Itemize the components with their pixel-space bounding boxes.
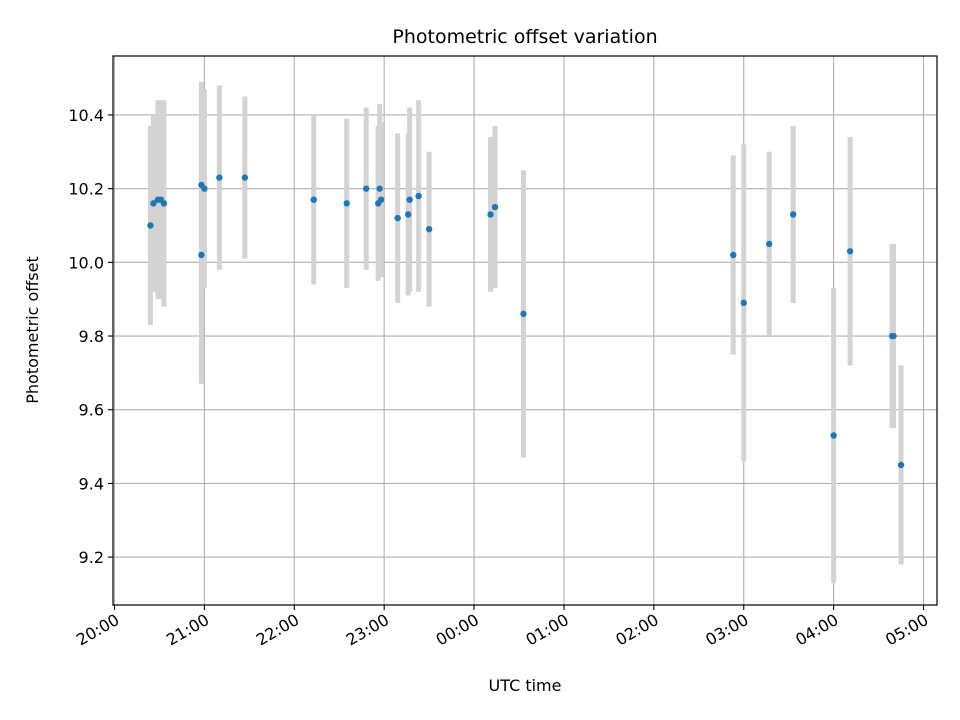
data-point — [487, 211, 494, 218]
data-point — [343, 200, 350, 207]
data-point — [730, 251, 737, 259]
data-point — [198, 251, 205, 259]
error-bars — [147, 81, 904, 583]
data-point — [150, 200, 157, 207]
data-point — [830, 432, 837, 439]
data-point — [404, 211, 412, 218]
chart-title: Photometric offset variation — [392, 26, 657, 48]
x-axis-ticks: 20:00 21:00 22:00 23:00 00:00 01:00 02:00 03:00… — [73, 605, 932, 650]
y-axis-title: Photometric offset — [23, 256, 42, 404]
data-point — [789, 211, 797, 218]
x-tick-label: 00:00 — [433, 610, 482, 650]
data-point — [897, 461, 905, 469]
x-tick-label: 23:00 — [343, 610, 392, 650]
data-points — [147, 174, 905, 469]
x-tick-label: 04:00 — [792, 610, 841, 650]
data-point — [216, 174, 223, 181]
y-tick-label: 9.6 — [79, 401, 104, 420]
data-point — [160, 200, 168, 207]
data-point — [406, 196, 413, 203]
x-tick-label: 21:00 — [163, 610, 212, 650]
x-tick-label: 20:00 — [73, 610, 122, 650]
data-point — [740, 299, 747, 307]
data-point — [415, 192, 422, 200]
plot-frame — [112, 55, 938, 606]
data-point — [376, 185, 383, 192]
data-point — [147, 222, 154, 229]
data-point — [890, 332, 897, 340]
x-tick-label: 05:00 — [882, 610, 931, 650]
data-point — [201, 185, 208, 192]
data-point — [491, 203, 499, 211]
y-tick-label: 10.2 — [68, 180, 104, 199]
data-point — [394, 214, 401, 222]
data-point — [520, 310, 527, 318]
x-tick-label: 03:00 — [702, 610, 751, 650]
data-point — [766, 240, 773, 248]
x-tick-label: 22:00 — [253, 610, 302, 650]
y-tick-label: 9.2 — [79, 548, 104, 567]
y-tick-label: 10.0 — [68, 253, 104, 272]
data-point — [425, 225, 433, 233]
y-axis-ticks: 9.2 9.4 9.6 9.8 10.0 10.2 10.4 — [68, 106, 113, 567]
data-point — [377, 196, 385, 203]
x-axis-title: UTC time — [489, 676, 562, 695]
x-tick-label: 01:00 — [523, 610, 572, 650]
data-point — [310, 196, 317, 203]
y-tick-label: 9.8 — [79, 327, 104, 346]
data-point — [362, 185, 370, 192]
y-tick-label: 10.4 — [68, 106, 104, 125]
y-tick-label: 9.4 — [79, 474, 104, 493]
data-point — [846, 248, 854, 255]
x-tick-label: 02:00 — [612, 610, 661, 650]
data-point — [241, 174, 249, 181]
